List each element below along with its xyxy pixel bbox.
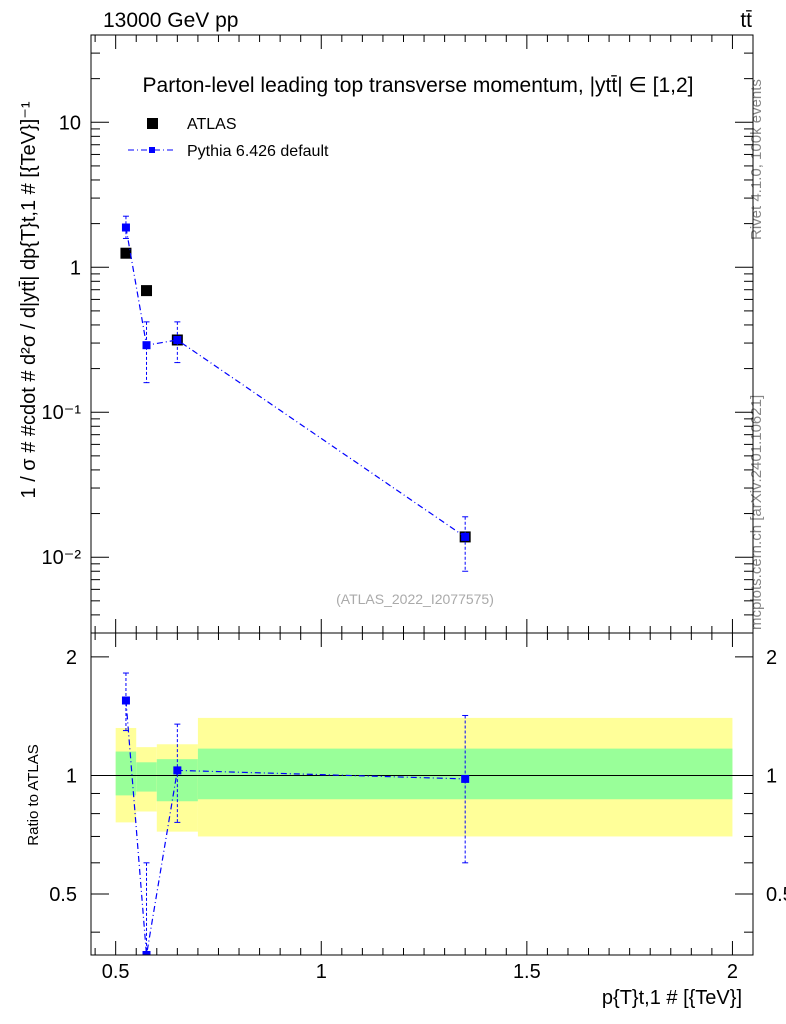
rivet-version-label: Rivet 4.1.0, 100k events (748, 79, 765, 240)
ratio-y-tick-label-right: 1 (766, 765, 777, 787)
y-tick-label: 10⁻² (42, 547, 82, 569)
main-title: Parton-level leading top transverse mome… (143, 74, 694, 97)
ratio-pythia-point (142, 951, 151, 955)
legend-pythia-label: Pythia 6.426 default (187, 143, 329, 160)
ratio-band-inner (136, 762, 157, 792)
pythia-point (173, 335, 182, 344)
legend-atlas-label: ATLAS (187, 116, 237, 133)
process-label: tt̄ (740, 9, 752, 32)
ratio-pythia-line (125, 700, 466, 955)
x-tick-label: 0.5 (102, 961, 130, 983)
x-tick-label: 2 (727, 961, 738, 983)
ratio-y-tick-label: 1 (66, 765, 77, 787)
ratio-plot (91, 672, 753, 955)
pythia-point (121, 223, 130, 232)
ratio-y-tick-label-right: 2 (766, 647, 777, 669)
legend: ATLAS Pythia 6.426 default (128, 116, 329, 160)
x-tick-label: 1 (316, 961, 327, 983)
ratio-y-tick-label: 2 (66, 647, 77, 669)
analysis-watermark: (ATLAS_2022_I2077575) (336, 591, 494, 607)
x-axis-label: p{T}t,1 # [{TeV}] (602, 987, 742, 1009)
pythia-point (461, 532, 470, 541)
legend-pythia-marker (149, 147, 155, 153)
ratio-y-axis-label: Ratio to ATLAS (25, 744, 42, 845)
ratio-pythia-point (173, 766, 182, 775)
main-labels: 10⁻² 10⁻¹ 1 10 (42, 112, 82, 569)
legend-atlas-marker (147, 118, 158, 129)
main-y-axis-label: 1 / σ # #cdot # d²σ / d|ytt̄| dp{T}t,1 #… (18, 101, 40, 498)
pythia-point (142, 341, 151, 350)
energy-label: 13000 GeV pp (103, 9, 238, 32)
ratio-ticks (91, 619, 753, 955)
atlas-point (141, 285, 153, 297)
atlas-point (120, 247, 132, 259)
y-tick-label: 1 (70, 257, 81, 279)
ratio-y-tick-label: 0.5 (49, 884, 77, 906)
x-tick-label: 1.5 (513, 961, 541, 983)
ratio-band-inner (115, 751, 137, 796)
main-plot (120, 215, 471, 572)
ratio-y-tick-label-right: 0.5 (766, 884, 786, 906)
y-tick-label: 10⁻¹ (42, 402, 82, 424)
main-ticks (91, 34, 753, 634)
pythia-line (125, 227, 466, 538)
ratio-frame (90, 632, 754, 956)
ratio-pythia-point (461, 774, 470, 783)
source-url-label: mcplots.cern.ch [arXiv:2401.10621] (748, 395, 765, 630)
ratio-pythia-point (121, 696, 130, 705)
ratio-labels: 0.5 1 1.5 2 0.5 0.5 1 1 2 2 (49, 647, 786, 983)
y-tick-label: 10 (59, 112, 81, 134)
